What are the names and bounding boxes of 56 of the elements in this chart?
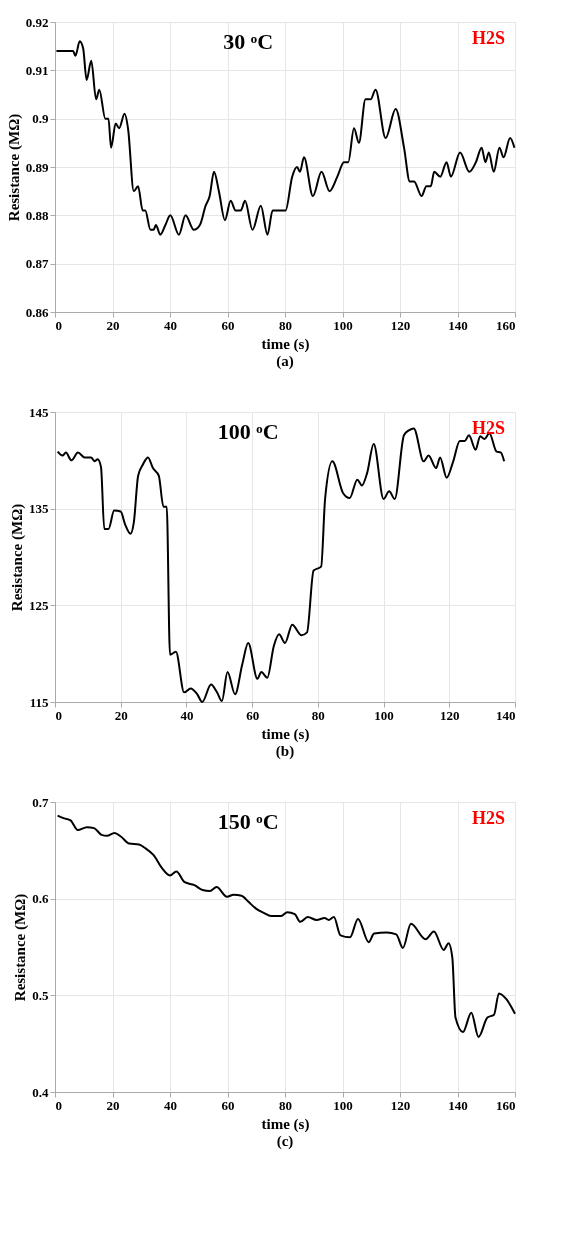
x-tick-label: 0 [55, 317, 62, 333]
x-tick-label: 100 [374, 707, 394, 723]
annotation: H2S [471, 28, 505, 48]
x-tick-label: 40 [180, 707, 194, 723]
y-axis-title: Resistance (MΩ) [5, 113, 23, 222]
x-tick-label: 60 [221, 1097, 235, 1113]
x-tick-label: 60 [221, 317, 235, 333]
y-axis-title: Resistance (MΩ) [9, 503, 26, 612]
x-tick-label: 140 [448, 1097, 468, 1113]
annotation: H2S [471, 808, 505, 828]
x-tick-label: 80 [311, 707, 325, 723]
x-tick-label: 120 [390, 317, 411, 333]
x-tick-label: 100 [333, 317, 353, 333]
y-tick-label: 135 [29, 501, 49, 517]
y-tick-label: 0.5 [32, 987, 49, 1003]
x-tick-label: 40 [164, 317, 177, 333]
y-tick-label: 0.92 [25, 14, 49, 30]
text: (b) [275, 743, 295, 760]
y-tick-label: 0.88 [25, 207, 49, 223]
x-tick-label: 20 [114, 707, 128, 723]
text: (a) [276, 353, 294, 370]
x-tick-label: 40 [164, 1097, 177, 1113]
x-tick-label: 140 [448, 317, 468, 333]
y-tick-label: 115 [29, 694, 49, 710]
y-tick-label: 145 [29, 404, 49, 420]
x-tick-label: 0 [55, 1097, 62, 1113]
x-tick-label: 20 [106, 1097, 120, 1113]
y-tick-label: 0.91 [25, 62, 49, 78]
annotation: H2S [471, 418, 505, 438]
x-tick-label: 80 [279, 1097, 292, 1113]
y-tick-label: 0.87 [25, 256, 49, 272]
chart-title: 150 ᵒC [217, 809, 279, 834]
x-tick-label: 140 [496, 707, 516, 723]
x-tick-label: 0 [55, 707, 62, 723]
x-tick-label: 100 [333, 1097, 353, 1113]
chart-title: 100 ᵒC [217, 419, 279, 444]
x-tick-label: 80 [279, 317, 292, 333]
chart-title: 30 ᵒC [223, 29, 274, 54]
x-axis-title: time (s) [261, 725, 310, 743]
x-tick-label: 120 [390, 1097, 411, 1113]
x-tick-label: 160 [496, 317, 516, 333]
x-tick-label: 60 [246, 707, 260, 723]
y-tick-label: 125 [29, 597, 49, 613]
x-axis-title: time (s) [261, 1115, 310, 1133]
x-axis-title: time (s) [261, 335, 310, 353]
y-tick-label: 0.6 [32, 891, 49, 907]
x-tick-label: 20 [106, 317, 120, 333]
y-axis-title: Resistance (MΩ) [12, 893, 30, 1002]
y-tick-label: 0.86 [25, 304, 49, 320]
x-tick-label: 120 [440, 707, 460, 723]
y-tick-label: 0.4 [32, 1084, 49, 1100]
y-tick-label: 0.89 [25, 159, 49, 175]
text: (c) [276, 1133, 294, 1150]
y-tick-label: 0.9 [32, 111, 49, 127]
y-tick-label: 0.7 [32, 794, 49, 810]
x-tick-label: 160 [496, 1097, 516, 1113]
